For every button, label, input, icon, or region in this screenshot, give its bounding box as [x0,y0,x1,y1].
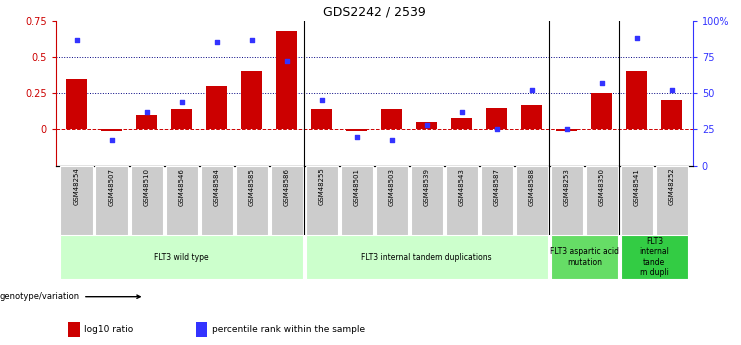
FancyBboxPatch shape [481,166,513,235]
Point [456,109,468,115]
FancyBboxPatch shape [551,236,618,278]
Text: FLT3
internal
tande
m dupli: FLT3 internal tande m dupli [639,237,669,277]
Text: GSM48586: GSM48586 [284,168,290,206]
Text: GSM48546: GSM48546 [179,168,185,206]
FancyBboxPatch shape [621,166,653,235]
FancyBboxPatch shape [270,166,303,235]
FancyBboxPatch shape [61,236,303,278]
Bar [68,322,80,337]
FancyBboxPatch shape [376,166,408,235]
Text: GSM48541: GSM48541 [634,168,639,206]
Text: FLT3 internal tandem duplications: FLT3 internal tandem duplications [362,253,492,262]
Point [386,137,398,142]
FancyBboxPatch shape [61,166,93,235]
Text: GSM48501: GSM48501 [353,168,359,206]
FancyBboxPatch shape [551,166,583,235]
Title: GDS2242 / 2539: GDS2242 / 2539 [323,5,425,18]
Bar [556,129,577,131]
FancyBboxPatch shape [341,166,373,235]
Point [316,98,328,103]
Point [210,40,222,45]
Bar [381,109,402,129]
Text: GSM48252: GSM48252 [669,168,675,205]
Bar [486,108,508,129]
Text: GSM48588: GSM48588 [529,168,535,206]
FancyBboxPatch shape [621,236,688,278]
Point [70,37,82,42]
FancyBboxPatch shape [305,166,338,235]
Bar [346,129,368,131]
Bar [451,118,472,129]
Bar [626,71,648,129]
Point [350,134,362,139]
Text: GSM48587: GSM48587 [494,168,499,206]
Text: FLT3 aspartic acid
mutation: FLT3 aspartic acid mutation [550,247,619,267]
Text: GSM48255: GSM48255 [319,168,325,205]
Point [106,137,118,142]
FancyBboxPatch shape [130,166,163,235]
FancyBboxPatch shape [201,166,233,235]
FancyBboxPatch shape [236,166,268,235]
Point [421,122,433,128]
Point [666,88,678,93]
Text: GSM48543: GSM48543 [459,168,465,206]
Bar [591,93,612,129]
Text: genotype/variation: genotype/variation [0,292,140,301]
FancyBboxPatch shape [656,166,688,235]
Bar [521,105,542,129]
Bar [311,109,332,129]
Bar [206,86,227,129]
Bar [661,100,682,129]
Text: GSM48510: GSM48510 [144,168,150,206]
FancyBboxPatch shape [165,166,198,235]
Bar [196,322,207,337]
FancyBboxPatch shape [305,236,548,278]
Text: GSM48350: GSM48350 [599,168,605,206]
FancyBboxPatch shape [445,166,478,235]
FancyBboxPatch shape [411,166,443,235]
Text: GSM48254: GSM48254 [73,168,79,205]
Bar [136,115,157,129]
Text: log10 ratio: log10 ratio [84,325,133,334]
Bar [276,31,297,129]
Text: GSM48585: GSM48585 [249,168,255,206]
Point [526,88,538,93]
Text: GSM48584: GSM48584 [213,168,219,206]
Bar [101,129,122,131]
Point [561,127,573,132]
Point [141,109,153,115]
Text: GSM48253: GSM48253 [564,168,570,206]
FancyBboxPatch shape [96,166,127,235]
Text: percentile rank within the sample: percentile rank within the sample [212,325,365,334]
Bar [66,79,87,129]
Point [176,99,187,105]
Bar [241,71,262,129]
Text: FLT3 wild type: FLT3 wild type [154,253,209,262]
FancyBboxPatch shape [516,166,548,235]
Text: GSM48503: GSM48503 [389,168,395,206]
Point [596,80,608,86]
Point [491,127,502,132]
FancyBboxPatch shape [585,166,618,235]
Text: GSM48507: GSM48507 [109,168,115,206]
Point [246,37,258,42]
Point [631,35,642,41]
Point [281,59,293,64]
Bar [416,122,437,129]
Text: GSM48539: GSM48539 [424,168,430,206]
Bar [171,109,192,129]
